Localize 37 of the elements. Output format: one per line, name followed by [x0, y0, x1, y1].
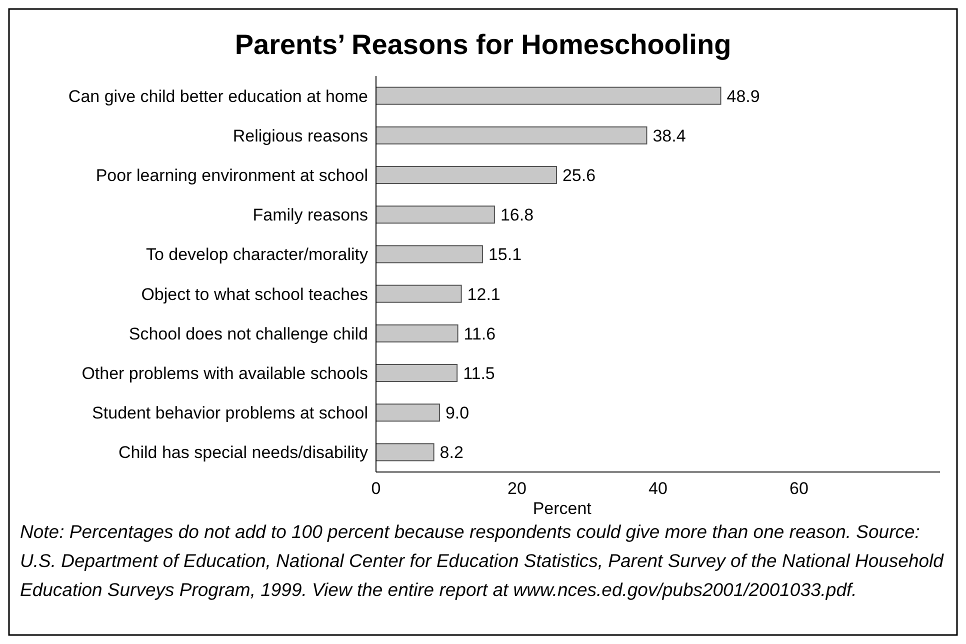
y-tick-label: Religious reasons	[232, 126, 368, 146]
bar	[376, 126, 648, 144]
chart-title: Parents’ Reasons for Homeschooling	[234, 29, 732, 60]
y-tick-label: To develop character/morality	[146, 245, 368, 264]
y-tick-label: Student behavior problems at school	[92, 404, 368, 423]
y-tick-label: School does not challenge child	[128, 324, 368, 344]
y-tick-label: Child has special needs/disability	[118, 443, 368, 462]
data-label: 48.9	[726, 86, 760, 106]
bar	[376, 245, 483, 264]
x-tick-label: 60	[790, 479, 808, 498]
bar	[376, 443, 434, 462]
y-tick-label: Other problems with available schools	[82, 364, 368, 383]
x-axis-title: Percent	[532, 499, 592, 518]
data-label: 8.2	[440, 443, 464, 462]
y-tick-label: Object to what school teaches	[141, 284, 368, 304]
text: Note: Percentages do not add to 100 percent because respondents could give more than one reason. Source: U.S. Department of Education, National Center for Education Statistics, Parent Survey of the National Household Education Surveys Program, 1999. View the entire report at www.nces.ed.gov/pubs2001/2001033.pdf.	[20, 521, 944, 600]
y-tick-label: Poor learning environment at school	[96, 166, 368, 185]
y-tick-label: Family reasons	[252, 206, 368, 225]
bar	[376, 404, 440, 422]
bar	[376, 284, 462, 303]
data-label: 25.6	[562, 166, 596, 185]
data-label: 15.1	[488, 245, 522, 264]
y-tick-label: Can give child better education at home	[68, 86, 368, 106]
bar	[376, 86, 722, 105]
data-label: 11.5	[463, 364, 495, 383]
data-label: 16.8	[500, 206, 534, 225]
bar	[376, 206, 495, 224]
data-label: 9.0	[445, 404, 470, 423]
bar	[376, 364, 458, 382]
data-label: 11.6	[464, 324, 496, 344]
bar	[376, 324, 458, 342]
data-label: 38.4	[652, 126, 686, 146]
x-tick-label: 20	[508, 479, 526, 498]
bar	[376, 166, 557, 184]
x-tick-label: 40	[648, 479, 668, 498]
x-tick-label: 0	[371, 479, 381, 498]
data-label: 12.1	[467, 284, 500, 304]
